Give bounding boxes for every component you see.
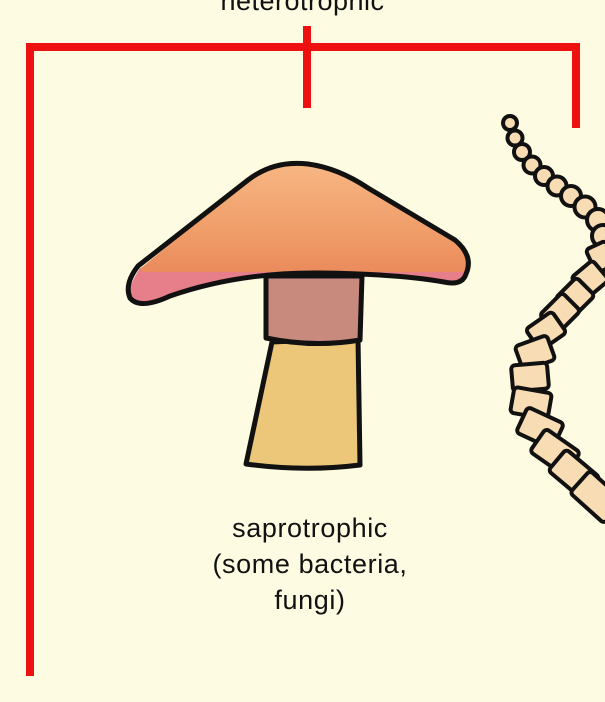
saprotrophic-caption: saprotrophic (some bacteria, fungi) — [150, 510, 470, 618]
mushroom-stem-lower — [243, 335, 363, 471]
caption-line-1: saprotrophic — [232, 513, 388, 543]
mushroom-stem-upper — [263, 273, 365, 347]
mushroom-cap — [141, 163, 469, 272]
filament-chain-icon — [501, 114, 605, 524]
caption-line-3: fungi) — [274, 585, 346, 615]
bracket-lines — [26, 26, 580, 676]
caption-line-2: (some bacteria, — [212, 549, 408, 579]
mushroom-cap-outline — [125, 160, 471, 306]
heterotrophic-heading: heterotrophic — [220, 0, 385, 16]
mushroom-icon — [125, 160, 471, 471]
mushroom-cap-underside — [129, 268, 466, 304]
